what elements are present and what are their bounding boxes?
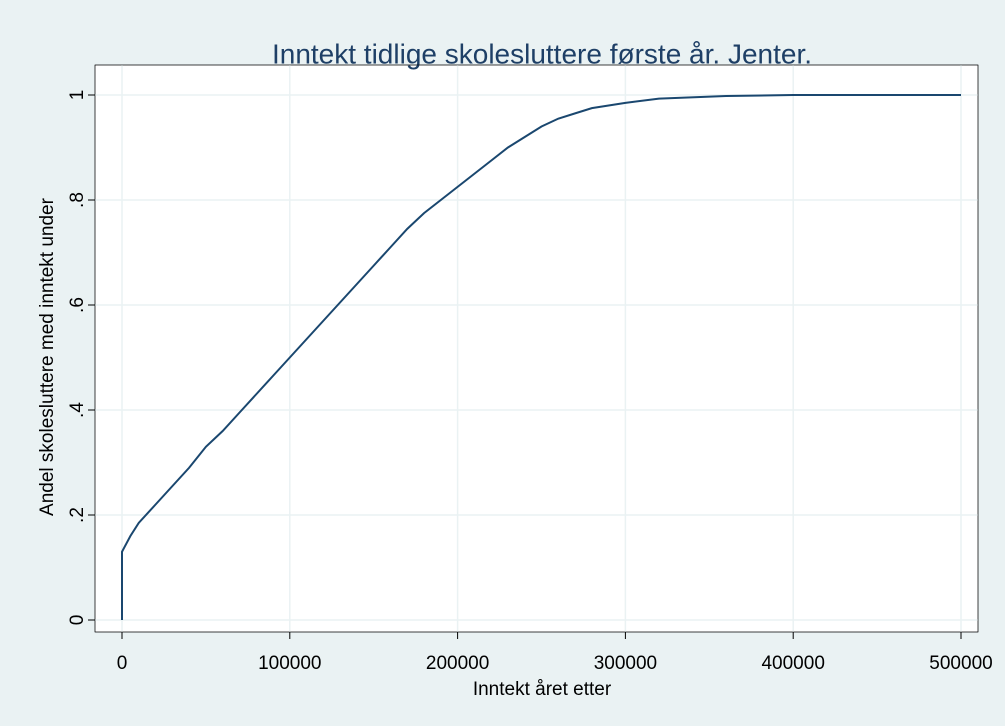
cdf-line: [121, 94, 961, 620]
x-tick-label: 400000: [761, 653, 824, 674]
y-tick-label: 1: [67, 90, 88, 101]
y-axis-label: Andel skolesluttere med inntekt under: [37, 197, 58, 516]
chart-title: Inntekt tidlige skolesluttere første år.…: [272, 38, 812, 69]
x-tick-label: 0: [117, 653, 128, 674]
x-tick-label: 200000: [426, 653, 489, 674]
y-tick-label: .6: [67, 297, 88, 313]
y-tick-label: .2: [67, 507, 88, 523]
x-axis-label: Inntekt året etter: [473, 679, 612, 700]
plot-frame: [94, 64, 979, 633]
x-tick-label: 300000: [594, 653, 657, 674]
y-tick-label: .8: [67, 192, 88, 208]
x-tick-label: 100000: [258, 653, 321, 674]
plot-area: [94, 64, 979, 633]
y-tick-label: 0: [67, 615, 88, 626]
y-tick-label: .4: [67, 402, 88, 418]
x-tick-label: 500000: [929, 653, 992, 674]
